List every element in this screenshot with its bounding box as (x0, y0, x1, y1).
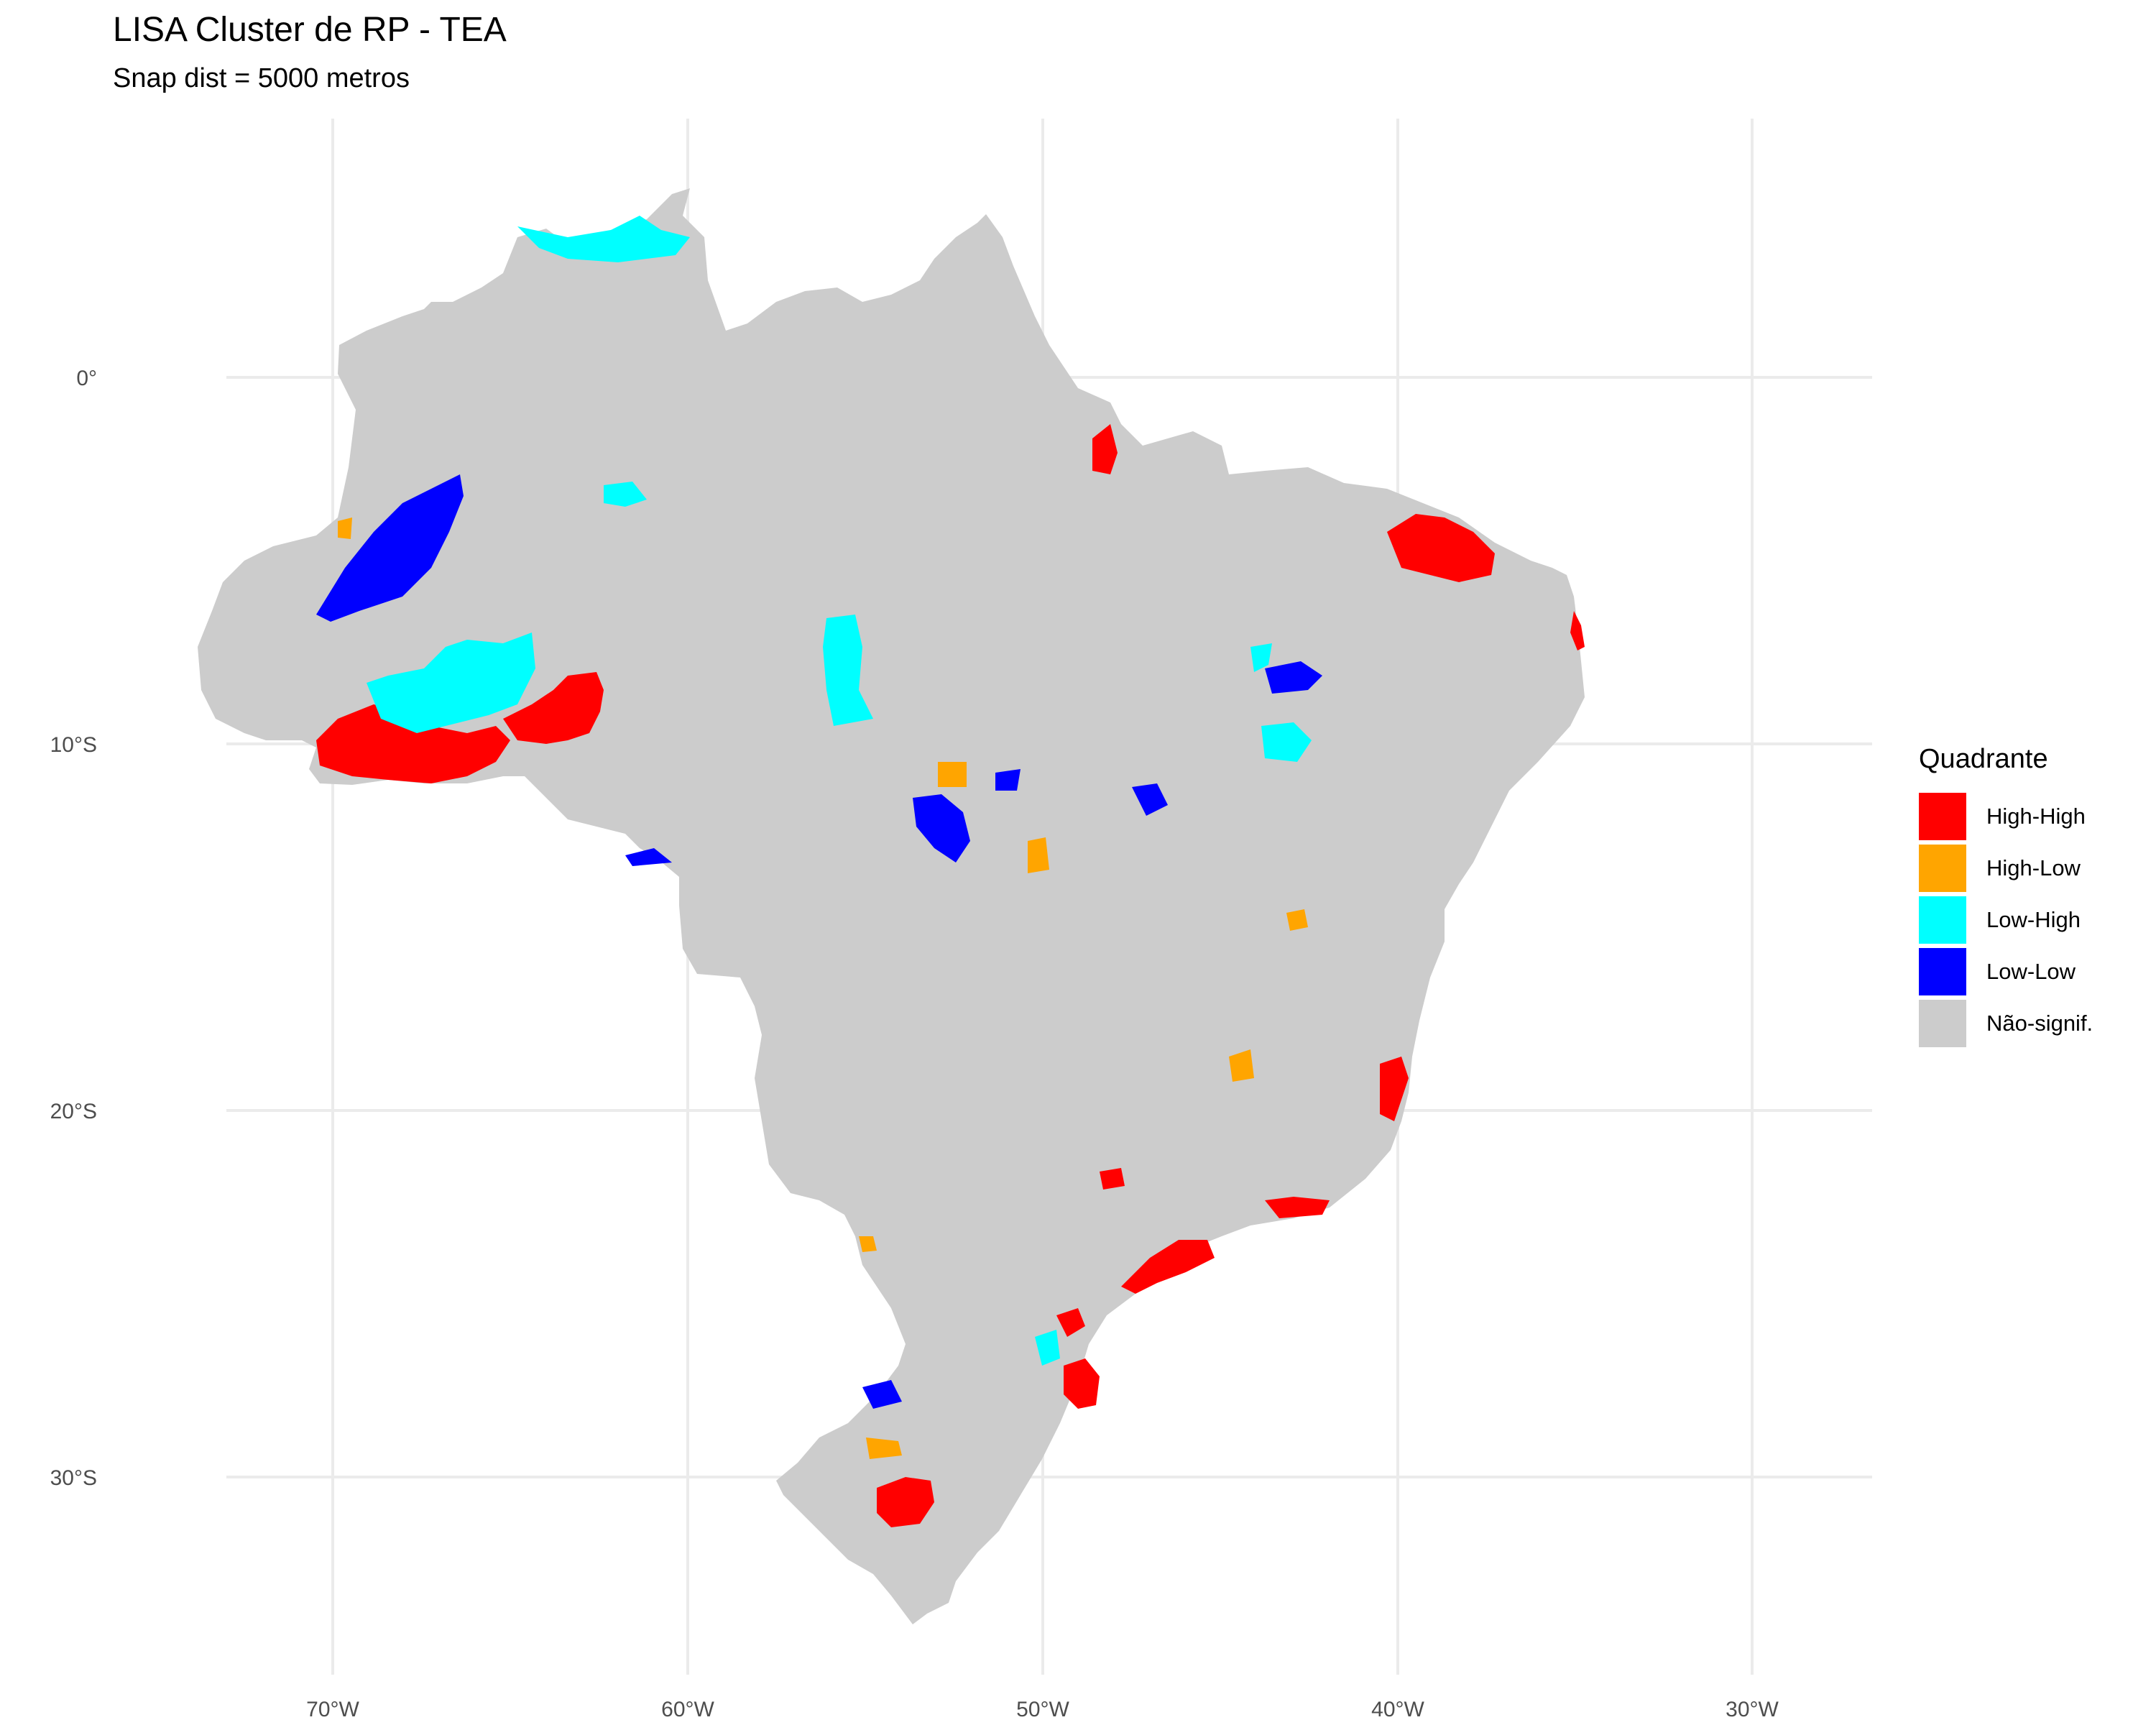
clusters-high-low (338, 518, 1308, 1459)
cluster-high-high-pr (1056, 1308, 1085, 1337)
cluster-low-high-ba (1261, 722, 1312, 762)
y-tick-label: 0° (76, 367, 97, 390)
cluster-high-high-rn-coast (1570, 611, 1585, 650)
legend-swatch (1919, 845, 1966, 892)
cluster-high-high-sp-coast (1121, 1240, 1215, 1294)
cluster-high-low-ba (1286, 909, 1308, 931)
legend-swatch (1919, 1000, 1966, 1047)
legend-label: High-Low (1986, 855, 2081, 880)
cluster-high-high-rs-south (877, 1477, 934, 1527)
legend-swatch (1919, 948, 1966, 995)
legend-item: High-Low (1919, 842, 2093, 894)
cluster-low-high-ma (1250, 643, 1272, 672)
cluster-high-high-mg-2 (1265, 1197, 1330, 1218)
legend-item: High-High (1919, 791, 2093, 842)
y-tick-label: 30°S (50, 1466, 97, 1490)
x-tick-label: 40°W (1371, 1698, 1424, 1721)
legend-swatch (1919, 793, 1966, 840)
x-tick-label: 50°W (1016, 1698, 1069, 1721)
legend-title: Quadrante (1919, 744, 2048, 774)
cluster-low-high-pa (823, 615, 873, 726)
legend-swatch (1919, 896, 1966, 944)
cluster-high-low-pr (859, 1236, 877, 1252)
cluster-high-low-mt-center (1028, 837, 1049, 873)
cluster-high-low-am-west (338, 518, 352, 539)
cluster-low-low-ro (625, 848, 672, 866)
cluster-high-high-ceara (1387, 514, 1495, 582)
cluster-high-high-amapa (1092, 424, 1118, 474)
cluster-low-low-pi (1265, 661, 1322, 694)
cluster-low-high-rr (517, 216, 690, 262)
x-axis-ticks: 70°W 60°W 50°W 40°W 30°W (306, 1698, 1779, 1721)
cluster-low-low-am (316, 474, 464, 622)
clusters-low-low (316, 474, 1322, 1409)
cluster-low-low-mt (913, 794, 970, 862)
cluster-high-low-rs (866, 1438, 902, 1459)
chart-subtitle: Snap dist = 5000 metros (113, 63, 410, 93)
y-tick-label: 20°S (50, 1100, 97, 1123)
x-tick-label: 60°W (661, 1698, 714, 1721)
cluster-low-low-rs (862, 1380, 902, 1409)
legend-items: High-High High-Low Low-High Low-Low Não-sign… (1919, 791, 2093, 1049)
x-tick-label: 30°W (1726, 1698, 1779, 1721)
legend-label: Low-High (1986, 907, 2081, 932)
cluster-high-high-acre (316, 704, 510, 783)
legend-label: Low-Low (1986, 959, 2076, 984)
legend-label: Não-signif. (1986, 1011, 2093, 1036)
cluster-high-low-mt-north (938, 762, 967, 787)
clusters-high-high (316, 424, 1585, 1527)
legend-item: Low-High (1919, 894, 2093, 946)
x-tick-label: 70°W (306, 1698, 359, 1721)
legend-item: Não-signif. (1919, 998, 2093, 1049)
cluster-high-high-mg-1 (1100, 1168, 1125, 1190)
cluster-high-high-es (1380, 1057, 1409, 1121)
y-axis-ticks: 0° 10°S 20°S 30°S (50, 367, 97, 1490)
cluster-low-low-go (1132, 783, 1168, 816)
clusters-low-high (367, 216, 1312, 1366)
legend-label: High-High (1986, 804, 2086, 829)
cluster-high-high-rondonia-north (503, 672, 604, 744)
y-tick-label: 10°S (50, 733, 97, 757)
cluster-low-high-sc (1035, 1330, 1060, 1366)
brazil-landmass (198, 188, 1585, 1624)
legend-item: Low-Low (1919, 946, 2093, 998)
chart-title: LISA Cluster de RP - TEA (113, 11, 507, 49)
cluster-low-high-am-center (604, 482, 647, 507)
cluster-low-high-acre-north (367, 632, 535, 733)
cluster-high-high-sc (1064, 1358, 1100, 1409)
legend: Quadrante High-High High-Low Low-High Low-L… (1919, 744, 2093, 1049)
cluster-low-low-mt-2 (995, 769, 1021, 791)
cluster-high-low-mg (1229, 1049, 1254, 1082)
